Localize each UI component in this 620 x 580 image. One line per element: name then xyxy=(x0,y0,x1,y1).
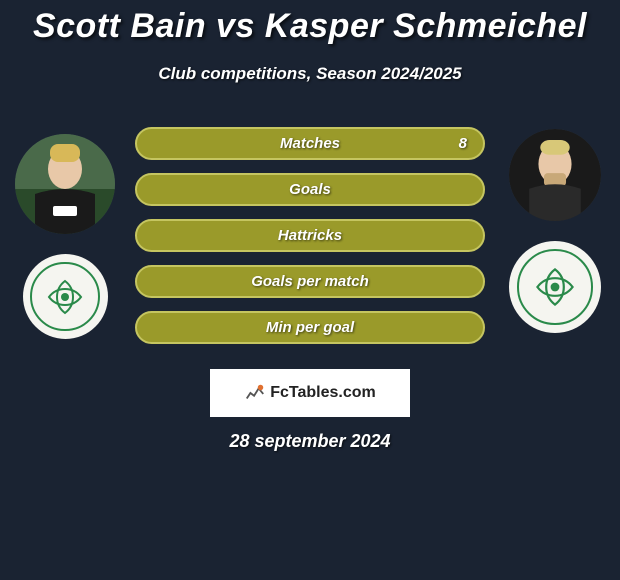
date-label: 28 september 2024 xyxy=(10,431,610,452)
stat-label: Goals per match xyxy=(251,273,369,290)
stats-column: Matches 8 Goals Hattricks Goals per match Min… xyxy=(135,127,485,344)
player-left-column xyxy=(10,119,120,339)
watermark-icon xyxy=(244,382,266,404)
player-left-photo xyxy=(15,134,115,234)
stat-bar: Min per goal xyxy=(135,311,485,344)
stat-bar: Matches 8 xyxy=(135,127,485,160)
player-right-photo xyxy=(509,129,601,221)
subtitle: Club competitions, Season 2024/2025 xyxy=(10,64,610,84)
stat-bar: Goals xyxy=(135,173,485,206)
player-left-club-logo xyxy=(23,254,108,339)
stat-label: Matches xyxy=(280,135,340,152)
page-title: Scott Bain vs Kasper Schmeichel xyxy=(10,7,610,46)
player-right-column xyxy=(500,119,610,333)
stat-label: Goals xyxy=(289,181,331,198)
watermark: FcTables.com xyxy=(210,369,410,417)
stat-bar: Goals per match xyxy=(135,265,485,298)
player-right-club-logo xyxy=(509,241,601,333)
stat-right-value: 8 xyxy=(459,135,467,152)
comparison-card: Scott Bain vs Kasper Schmeichel Club com… xyxy=(0,0,620,457)
stat-label: Hattricks xyxy=(278,227,342,244)
comparison-row: Matches 8 Goals Hattricks Goals per match Min… xyxy=(10,119,610,344)
stat-bar: Hattricks xyxy=(135,219,485,252)
watermark-text: FcTables.com xyxy=(270,384,376,402)
stat-label: Min per goal xyxy=(266,319,354,336)
